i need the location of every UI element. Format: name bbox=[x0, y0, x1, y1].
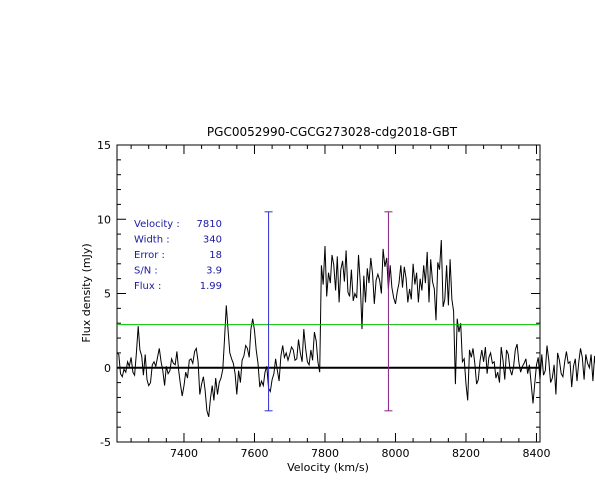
x-tick-label: 8200 bbox=[452, 447, 480, 460]
stat-label: Error : bbox=[134, 250, 165, 261]
stat-label: Flux : bbox=[134, 281, 161, 292]
plot-frame bbox=[116, 144, 541, 443]
reference-lines bbox=[117, 211, 540, 412]
spectrum-line bbox=[116, 239, 595, 417]
y-tick-label: 0 bbox=[104, 362, 111, 375]
x-tick-label: 8000 bbox=[381, 447, 409, 460]
stat-value: 3.9 bbox=[206, 266, 222, 277]
x-tick-label: 7600 bbox=[240, 447, 268, 460]
stat-label: Width : bbox=[134, 235, 170, 246]
y-tick-label: 5 bbox=[104, 288, 111, 301]
x-tick-label: 7400 bbox=[170, 447, 198, 460]
stat-value: 1.99 bbox=[200, 281, 222, 292]
axis-ticks bbox=[117, 144, 540, 443]
series-layer bbox=[116, 239, 595, 417]
x-tick-label: 7800 bbox=[311, 447, 339, 460]
stat-label: S/N : bbox=[134, 266, 158, 277]
stat-value: 7810 bbox=[197, 219, 222, 230]
chart-title: PGC0052990-CGCG273028-cdg2018-GBT bbox=[207, 125, 458, 139]
y-tick-label: 15 bbox=[97, 139, 111, 152]
y-tick-label: 10 bbox=[97, 213, 111, 226]
x-tick-label: 8400 bbox=[522, 447, 550, 460]
y-axis-label: Flux density (mJy) bbox=[80, 243, 93, 342]
stats-box: Velocity : 7810 Width : 340 Error : 18 S/N : 3.… bbox=[134, 219, 222, 292]
stat-value: 18 bbox=[209, 250, 222, 261]
y-tick-label: -5 bbox=[100, 436, 111, 449]
x-axis-label: Velocity (km/s) bbox=[287, 461, 369, 474]
stat-label: Velocity : bbox=[134, 219, 180, 230]
stat-value: 340 bbox=[203, 235, 222, 246]
axis-tick-labels: 7400 7600 7800 8000 8200 8400 -5 0 5 10 15 bbox=[97, 139, 550, 460]
